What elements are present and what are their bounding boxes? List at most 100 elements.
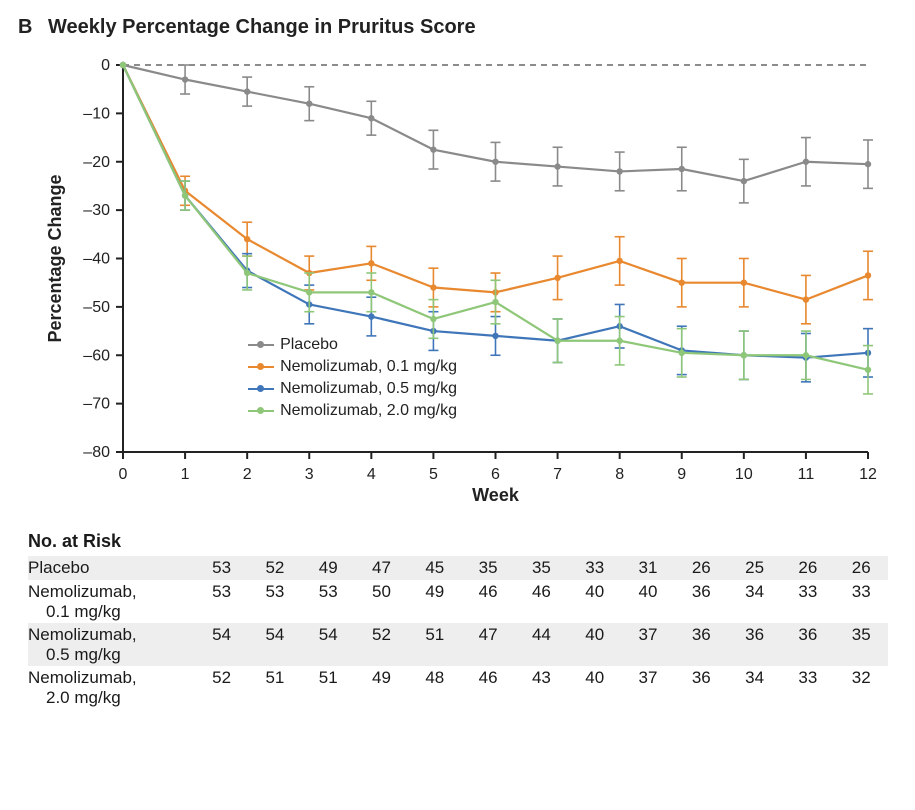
panel-letter: B [18,16,32,38]
series-marker-nemo01 [368,260,374,266]
table-row: Nemolizumab,0.1 mg/kg5353535049464640403… [28,580,888,623]
y-tick-label: –40 [83,251,110,268]
x-tick-label: 7 [553,466,562,483]
risk-cell: 49 [408,580,461,623]
series-marker-nemo20 [182,192,188,198]
y-tick-label: –70 [83,396,110,413]
risk-row-label: Nemolizumab,0.1 mg/kg [28,580,195,623]
y-tick-label: –30 [83,202,110,219]
risk-cell: 36 [675,666,728,709]
risk-cell: 53 [195,580,248,623]
y-tick-label: –10 [83,105,110,122]
risk-table-title: No. at Risk [28,531,888,552]
risk-cell: 35 [515,556,568,580]
series-marker-nemo01 [803,296,809,302]
risk-cell: 54 [195,623,248,666]
series-marker-placebo [554,163,560,169]
risk-table-block: No. at Risk Placebo535249474535353331262… [28,531,888,709]
x-axis-label: Week [472,485,520,505]
risk-cell: 54 [248,623,301,666]
risk-cell: 53 [195,556,248,580]
series-marker-nemo01 [430,284,436,290]
series-marker-placebo [616,168,622,174]
risk-cell: 44 [515,623,568,666]
legend-swatch [248,410,274,412]
x-tick-label: 4 [367,466,376,483]
x-tick-label: 2 [243,466,252,483]
risk-cell: 26 [781,556,834,580]
series-marker-nemo20 [120,62,126,68]
series-marker-placebo [182,76,188,82]
series-marker-nemo01 [244,236,250,242]
x-tick-label: 12 [859,466,877,483]
risk-cell: 37 [621,666,674,709]
y-axis-label: Percentage Change [45,174,65,342]
table-row: Nemolizumab,0.5 mg/kg5454545251474440373… [28,623,888,666]
risk-cell: 36 [728,623,781,666]
risk-cell: 49 [355,666,408,709]
legend-label: Nemolizumab, 2.0 mg/kg [280,402,457,420]
x-tick-label: 10 [735,466,753,483]
risk-cell: 34 [728,666,781,709]
series-line-nemo01 [123,65,868,300]
series-marker-placebo [741,178,747,184]
series-marker-nemo20 [430,316,436,322]
chart-legend: PlaceboNemolizumab, 0.1 mg/kgNemolizumab… [248,334,457,422]
y-tick-label: –50 [83,299,110,316]
risk-cell: 52 [248,556,301,580]
panel-title-text: Weekly Percentage Change in Pruritus Sco… [48,16,476,38]
x-tick-label: 9 [677,466,686,483]
legend-item: Nemolizumab, 2.0 mg/kg [248,400,457,422]
risk-cell: 51 [408,623,461,666]
series-marker-nemo20 [306,289,312,295]
risk-cell: 32 [835,666,888,709]
risk-cell: 37 [621,623,674,666]
series-marker-nemo20 [368,289,374,295]
risk-cell: 36 [675,623,728,666]
risk-cell: 34 [728,580,781,623]
series-marker-nemo20 [865,367,871,373]
chart-container: 0–10–20–30–40–50–60–70–80012345678910111… [28,47,888,507]
risk-row-label: Placebo [28,556,195,580]
x-tick-label: 11 [798,466,815,483]
x-tick-label: 1 [181,466,190,483]
risk-cell: 36 [675,580,728,623]
y-tick-label: –20 [83,154,110,171]
series-marker-nemo20 [679,350,685,356]
legend-swatch [248,344,274,346]
x-tick-label: 5 [429,466,438,483]
risk-cell: 33 [835,580,888,623]
risk-cell: 45 [408,556,461,580]
y-tick-label: –60 [83,347,110,364]
risk-cell: 33 [781,666,834,709]
legend-label: Placebo [280,336,338,354]
risk-table: Placebo53524947453535333126252626Nemoliz… [28,556,888,709]
risk-cell: 40 [568,580,621,623]
risk-cell: 53 [302,580,355,623]
risk-cell: 46 [515,580,568,623]
series-marker-nemo20 [803,352,809,358]
series-marker-nemo20 [492,299,498,305]
series-marker-nemo01 [616,258,622,264]
risk-cell: 26 [675,556,728,580]
series-marker-placebo [803,159,809,165]
risk-cell: 53 [248,580,301,623]
series-marker-nemo05 [368,313,374,319]
series-marker-placebo [430,146,436,152]
x-tick-label: 0 [119,466,128,483]
series-marker-placebo [306,101,312,107]
table-row: Placebo53524947453535333126252626 [28,556,888,580]
y-tick-label: 0 [101,57,110,74]
risk-cell: 51 [248,666,301,709]
risk-cell: 31 [621,556,674,580]
risk-cell: 33 [781,580,834,623]
series-marker-placebo [492,159,498,165]
series-marker-nemo01 [554,275,560,281]
risk-cell: 52 [195,666,248,709]
risk-cell: 36 [781,623,834,666]
risk-cell: 49 [302,556,355,580]
risk-cell: 25 [728,556,781,580]
legend-swatch [248,388,274,390]
series-marker-nemo01 [679,279,685,285]
risk-cell: 35 [461,556,514,580]
